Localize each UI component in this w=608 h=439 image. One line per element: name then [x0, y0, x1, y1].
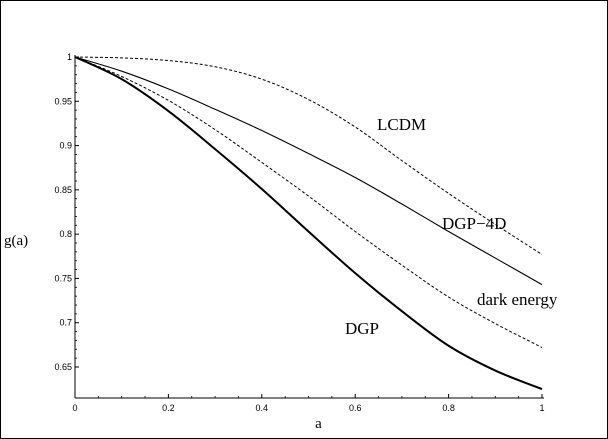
- x-tick-label: 0.2: [162, 403, 175, 413]
- series-line-dgp-4d: [74, 56, 543, 286]
- x-tick-label: 0: [72, 403, 77, 413]
- y-tick-label: 0.85: [54, 185, 72, 195]
- y-tick-label: 0.7: [59, 318, 72, 328]
- x-axis-label: a: [315, 416, 322, 432]
- y-tick-label: 0.65: [54, 362, 72, 372]
- series-line-dgp: [74, 56, 543, 391]
- y-axis-label: g(a): [4, 233, 28, 249]
- axes: [74, 55, 544, 399]
- series-layer: [74, 56, 543, 391]
- x-tick-label: 0.4: [256, 403, 269, 413]
- series-label-dgp-4d: DGP−4D: [442, 214, 506, 233]
- y-tick-label: 0.8: [59, 229, 72, 239]
- x-tick-label: 0.6: [349, 403, 362, 413]
- x-tick-label: 1: [539, 403, 544, 413]
- series-line-dark-energy: [74, 56, 543, 348]
- y-tick-label: 0.95: [54, 96, 72, 106]
- y-tick-label: 0.75: [54, 273, 72, 283]
- series-label-dark-energy: dark energy: [477, 290, 558, 309]
- series-label-dgp: DGP: [345, 319, 379, 338]
- y-tick-label: 1: [67, 52, 72, 62]
- series-line-lcdm: [74, 56, 543, 255]
- y-tick-label: 0.9: [59, 141, 72, 151]
- x-tick-label: 0.8: [442, 403, 455, 413]
- series-label-lcdm: LCDM: [377, 115, 426, 134]
- labels-layer: 0 0.2 0.4 0.6 0.8 1 0.65 0.7 0.75 0.8 0.85 0.9 0.95 1…: [4, 52, 558, 432]
